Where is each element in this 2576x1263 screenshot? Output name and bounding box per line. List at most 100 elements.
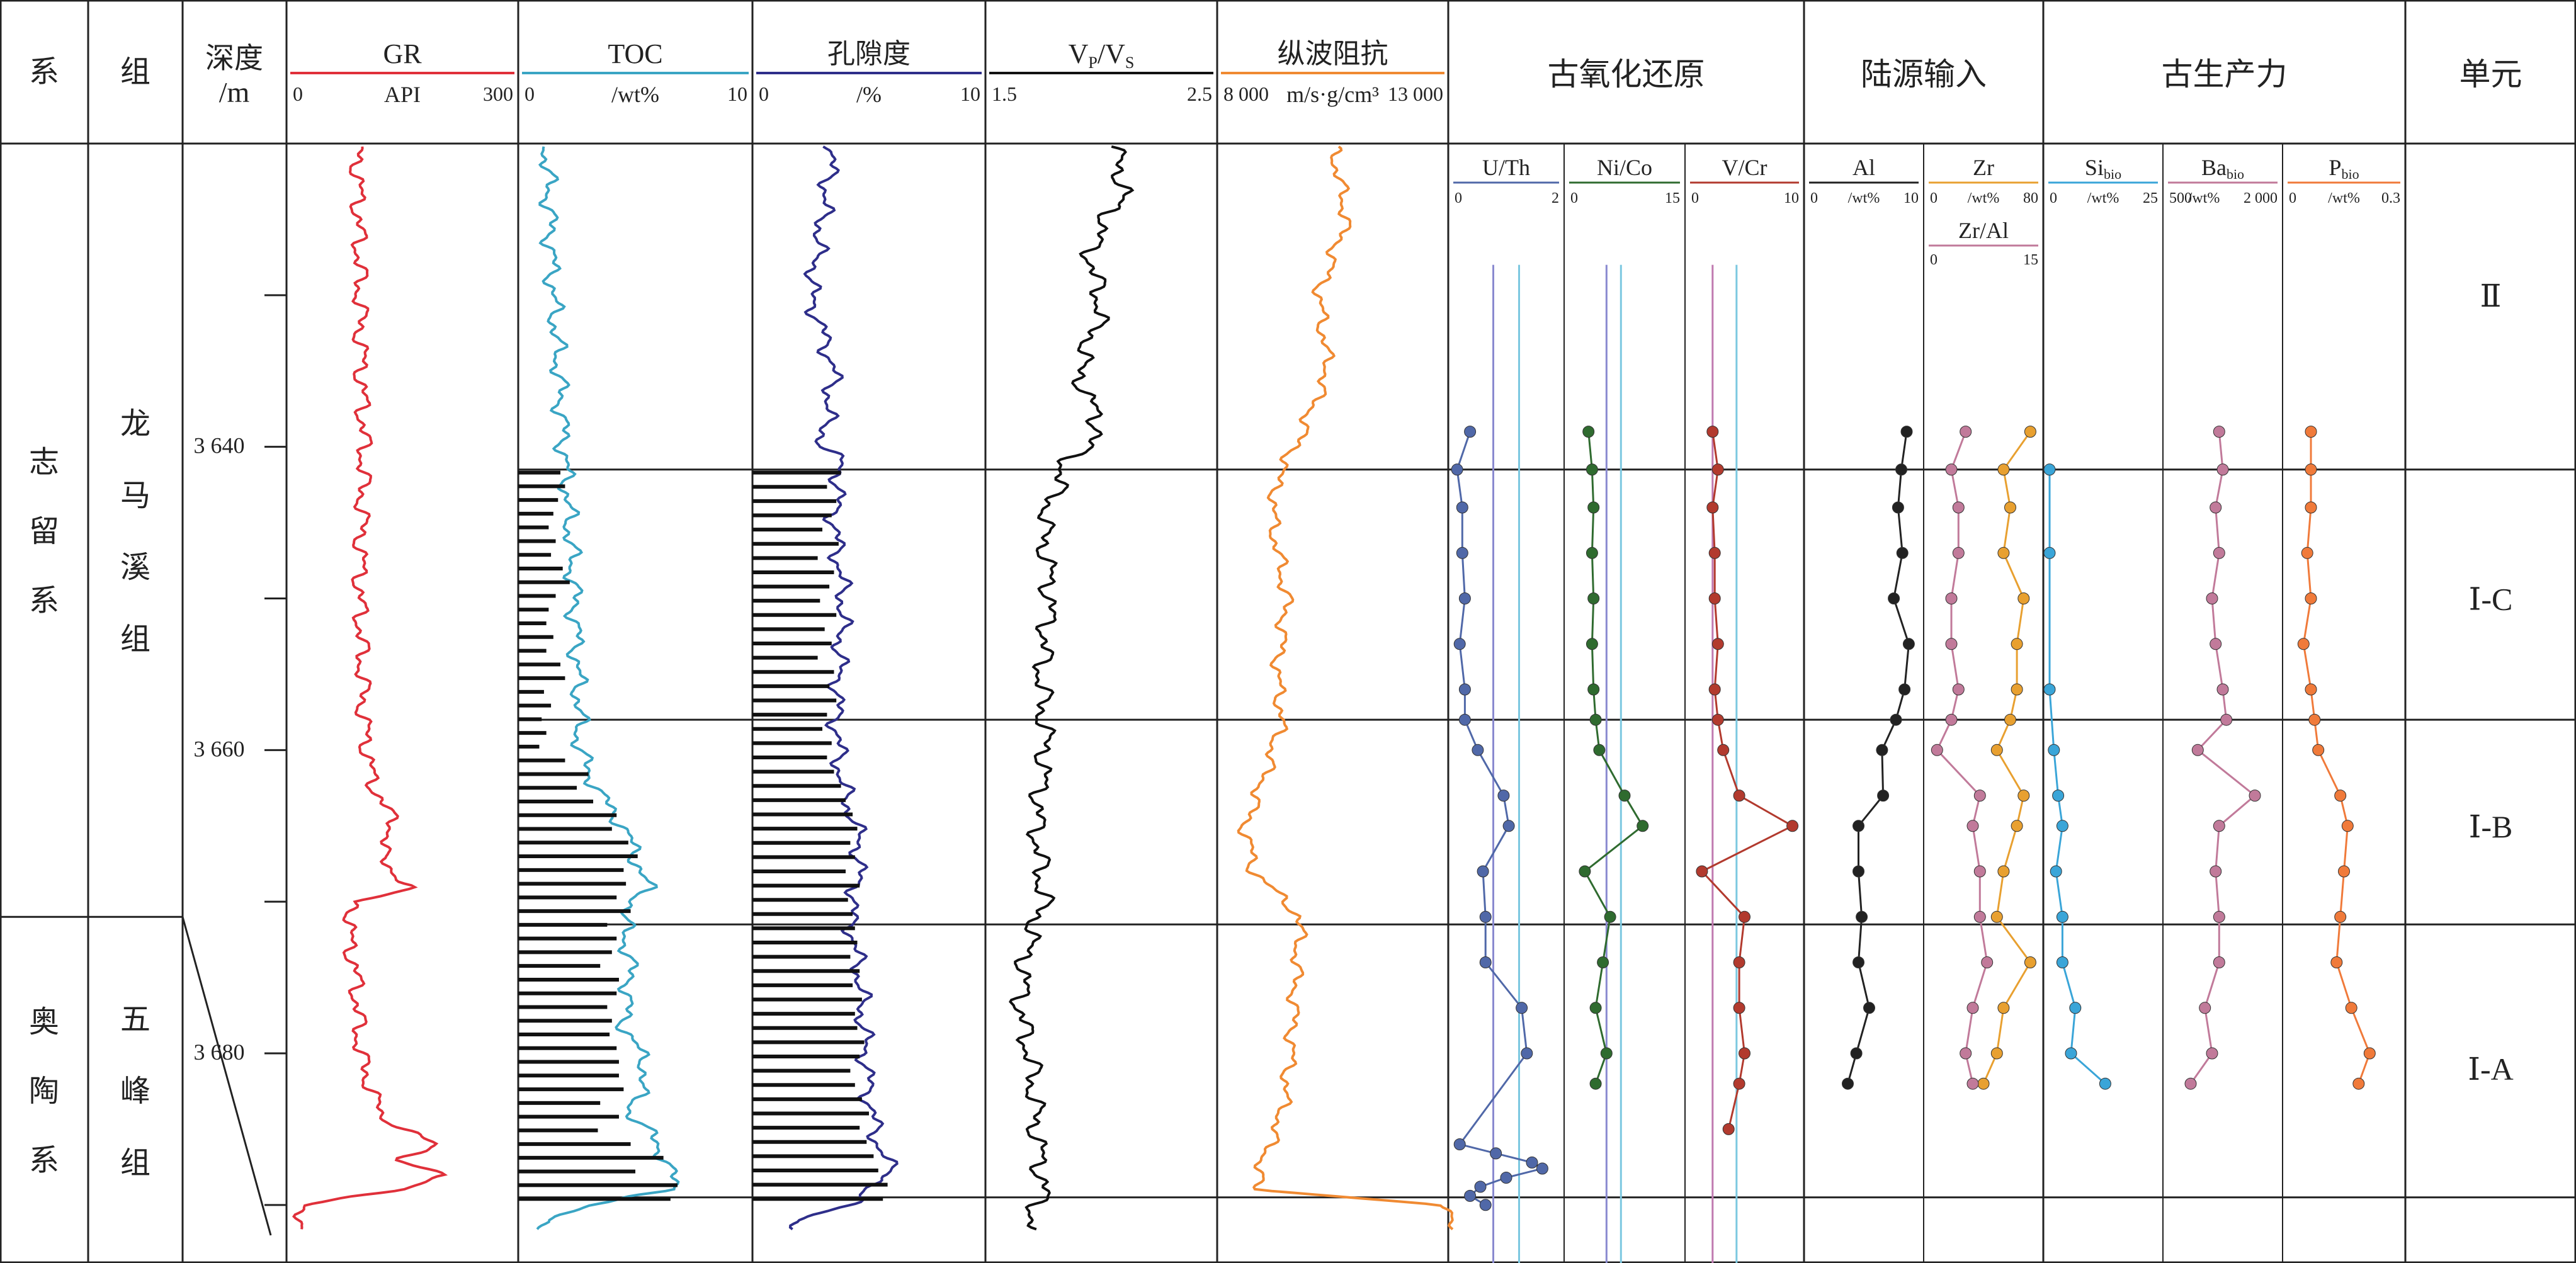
unit-label: Ⅱ <box>2480 278 2502 314</box>
log-title-toc: TOC <box>608 38 662 69</box>
geochem-min-label-al: 0 <box>1810 190 1818 207</box>
geochem-point-pbio <box>2301 547 2313 559</box>
geochem-point-pbio <box>2305 592 2317 604</box>
geochem-point-uth <box>1453 638 1466 650</box>
geochem-point-zr <box>2004 501 2016 514</box>
geochem-point-al <box>1876 744 1888 756</box>
geochem-point-uth <box>1500 1172 1512 1184</box>
depth-tick-label: 3 640 <box>194 433 245 458</box>
depth-tick-label: 3 660 <box>194 736 245 761</box>
geochem-line-vcr <box>1700 431 1795 1130</box>
formation-label-char: 组 <box>120 623 150 656</box>
log-curve-toc <box>536 146 680 1230</box>
geochem-point-babio <box>2216 463 2229 476</box>
formation-label-char: 马 <box>120 479 150 513</box>
geochem-point-babio <box>2184 1077 2197 1090</box>
geochem-point-nico <box>1589 713 1602 726</box>
geochem-point-uth <box>1456 547 1468 559</box>
geochem-title-sibio: Sibio <box>2085 155 2121 182</box>
geochem-point-zral <box>1973 790 1986 802</box>
geochem-point-pbio <box>2308 713 2321 726</box>
geochem-min-label-babio: 500 <box>2169 190 2192 207</box>
geochem-point-vcr <box>1706 426 1719 438</box>
log-unit-impedance: m/s·g/cm³ <box>1286 82 1379 107</box>
geochem-title-zral: Zr/Al <box>1958 218 2009 243</box>
geochem-point-zral <box>1945 463 1958 476</box>
geochem-point-vcr <box>1739 1047 1750 1060</box>
geochem-point-uth <box>1451 463 1463 476</box>
geochem-point-babio <box>2199 1002 2211 1014</box>
geochem-point-zr <box>1997 1002 2010 1014</box>
geochem-point-uth <box>1479 910 1492 923</box>
geochem-point-vcr <box>1708 592 1721 604</box>
geochem-line-babio <box>2189 431 2257 1085</box>
log-min-label-gr: 0 <box>293 82 303 105</box>
geochem-point-babio <box>2216 683 2229 696</box>
formation-label-char: 龙 <box>120 407 150 441</box>
geochem-point-zral <box>1945 638 1958 650</box>
log-unit-porosity: /% <box>856 82 882 107</box>
geochem-point-zral <box>1952 683 1965 696</box>
geochem-max-label-zral: 15 <box>2023 252 2038 268</box>
geochem-point-nico <box>1582 426 1595 438</box>
geochem-point-pbio <box>2363 1047 2376 1060</box>
geochem-line-al <box>1847 431 1910 1084</box>
geochem-point-babio <box>2210 865 2222 878</box>
geochem-line-uth <box>1456 431 1545 1206</box>
geochem-point-al <box>1853 820 1864 832</box>
depth-axis-title: 深度 <box>205 42 263 74</box>
header-terrigenous: 陆源输入 <box>1861 57 1987 92</box>
log-min-label-impedance: 8 000 <box>1223 82 1269 105</box>
log-title-gr: GR <box>383 38 422 69</box>
geochem-point-al <box>1896 547 1909 559</box>
geochem-point-nico <box>1579 865 1591 878</box>
geochem-point-zr <box>2011 638 2023 650</box>
geochem-max-label-babio: 2 000 <box>2244 190 2278 207</box>
geochem-point-vcr <box>1739 910 1750 923</box>
geochem-point-pbio <box>2345 1002 2358 1014</box>
geochem-point-zral <box>1973 865 1986 878</box>
geochem-point-zr <box>1990 1047 2003 1060</box>
geochem-point-pbio <box>2305 463 2317 476</box>
header-system: 系 <box>29 55 59 89</box>
geochem-point-zr <box>1997 547 2010 559</box>
geochem-title-pbio: Pbio <box>2329 155 2359 182</box>
geochem-point-uth <box>1458 713 1471 726</box>
geochem-point-sibio <box>2043 683 2056 696</box>
geochem-point-babio <box>2213 426 2225 438</box>
geochem-point-zr <box>2017 790 2030 802</box>
geochem-point-uth <box>1536 1162 1548 1175</box>
geochem-line-nico <box>1583 431 1644 1084</box>
formation-label-char: 峰 <box>120 1075 150 1108</box>
geochem-point-nico <box>1604 910 1616 923</box>
log-max-label-vpvs: 2.5 <box>1187 82 1212 105</box>
geochem-max-label-al: 10 <box>1904 190 1919 207</box>
geochem-point-zr <box>1997 463 2010 476</box>
geochem-min-label-uth: 0 <box>1455 190 1462 207</box>
geochem-point-uth <box>1502 820 1515 832</box>
geochem-point-nico <box>1593 744 1606 756</box>
log-curve-impedance <box>1237 145 1454 1230</box>
geochem-point-vcr <box>1711 638 1724 650</box>
geochem-point-vcr <box>1733 1002 1745 1014</box>
geochem-point-zral <box>1952 501 1965 514</box>
geochem-point-vcr <box>1733 956 1745 968</box>
geochem-title-al: Al <box>1853 155 1875 180</box>
geochem-point-sibio <box>2048 744 2060 756</box>
geochem-point-uth <box>1474 1181 1487 1193</box>
system-label-char: 留 <box>29 515 59 548</box>
log-curve-vpvs <box>1009 145 1135 1231</box>
geochem-point-nico <box>1587 501 1600 514</box>
log-min-label-vpvs: 1.5 <box>992 82 1017 105</box>
geochem-min-label-sibio: 0 <box>2050 190 2057 207</box>
geochem-point-pbio <box>2334 790 2347 802</box>
geochem-point-babio <box>2210 501 2222 514</box>
geochem-point-uth <box>1453 1138 1466 1150</box>
geochem-max-label-pbio: 0.3 <box>2381 190 2400 207</box>
geochem-point-uth <box>1472 744 1484 756</box>
geochem-point-zr <box>1990 910 2003 923</box>
formation-label-char: 五 <box>120 1003 150 1036</box>
geochem-point-babio <box>2220 713 2233 726</box>
